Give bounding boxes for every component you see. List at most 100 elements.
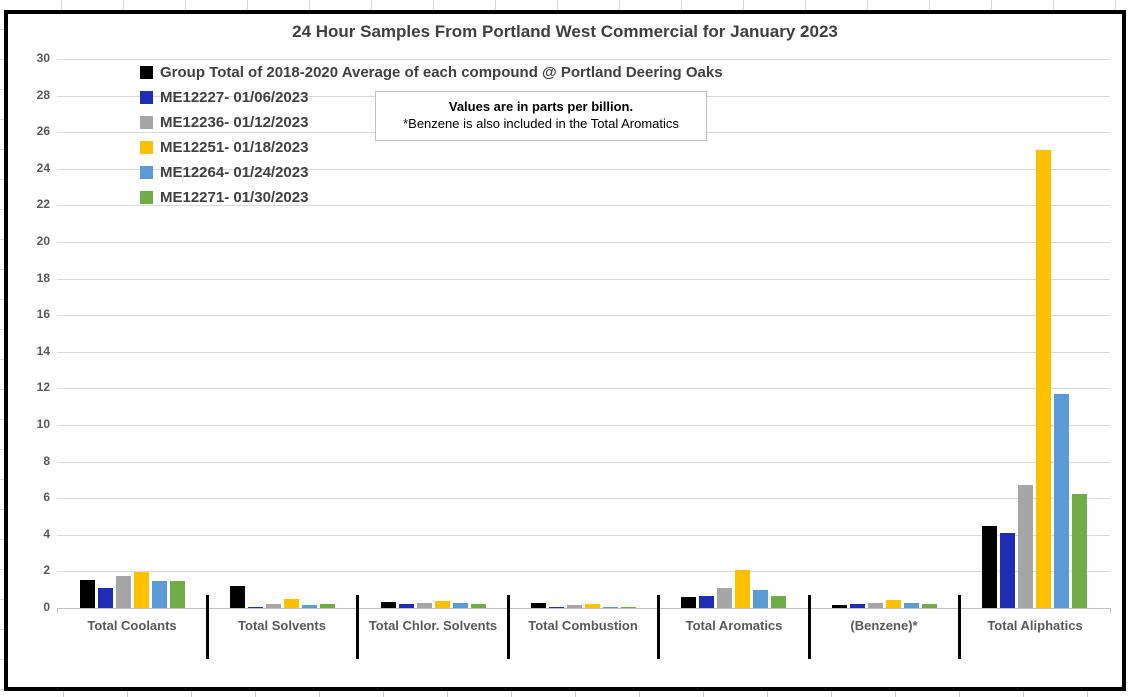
bar [230, 586, 245, 608]
bar [1054, 394, 1069, 608]
bar [717, 588, 732, 608]
gridline [57, 279, 1110, 280]
gridline [57, 462, 1110, 463]
bar [868, 603, 883, 608]
legend-swatch-icon [140, 115, 153, 129]
bar [116, 576, 131, 608]
legend-label: ME12236- 01/12/2023 [160, 113, 309, 131]
bar [453, 603, 468, 608]
y-axis-label: 22 [36, 197, 50, 211]
bar [681, 597, 696, 608]
spreadsheet-gridlines-bottom [0, 691, 1134, 697]
bar [922, 604, 937, 608]
gridline [57, 59, 1110, 60]
legend-item: ME12227- 01/06/2023 [140, 87, 723, 107]
y-axis-label: 20 [36, 234, 50, 248]
category-label: Total Coolants [87, 618, 177, 633]
bar [320, 604, 335, 608]
legend-swatch-icon [140, 90, 153, 104]
bar [699, 596, 714, 608]
legend-label: ME12271- 01/30/2023 [160, 188, 309, 206]
bar [735, 570, 750, 608]
bar [1018, 485, 1033, 608]
legend-label: Group Total of 2018-2020 Average of each… [160, 63, 723, 81]
legend-swatch-icon [140, 65, 153, 79]
gridline [57, 242, 1110, 243]
bar [603, 607, 618, 608]
legend-item: ME12264- 01/24/2023 [140, 162, 723, 182]
bar [621, 607, 636, 608]
bar [134, 572, 149, 608]
legend-item: Group Total of 2018-2020 Average of each… [140, 62, 723, 82]
bar [170, 581, 185, 608]
y-axis-label: 28 [36, 88, 50, 102]
y-axis-label: 10 [36, 417, 50, 431]
bar [1000, 533, 1015, 608]
legend-label: ME12264- 01/24/2023 [160, 163, 309, 181]
category-label: (Benzene)* [850, 618, 918, 633]
chart-legend: Group Total of 2018-2020 Average of each… [140, 62, 723, 207]
bar [399, 604, 414, 608]
y-axis-label: 30 [36, 51, 50, 65]
category-divider [507, 595, 510, 659]
y-axis-label: 26 [36, 124, 50, 138]
bar [549, 607, 564, 608]
bar [80, 580, 95, 608]
bar [248, 607, 263, 608]
category-divider [356, 595, 359, 659]
x-axis-line [57, 608, 1110, 609]
legend-item: ME12251- 01/18/2023 [140, 137, 723, 157]
bar [98, 588, 113, 608]
category-label: Total Chlor. Solvents [368, 618, 498, 633]
spreadsheet-gridlines-left [0, 0, 4, 697]
y-axis-label: 18 [36, 271, 50, 285]
bar [302, 605, 317, 608]
legend-label: ME12251- 01/18/2023 [160, 138, 309, 156]
gridline [57, 498, 1110, 499]
bar [567, 605, 582, 608]
legend-swatch-icon [140, 140, 153, 154]
y-axis-label: 2 [43, 563, 50, 577]
note-line-2: *Benzene is also included in the Total A… [403, 116, 679, 131]
category-divider [657, 595, 660, 659]
y-axis-label: 4 [43, 527, 50, 541]
bar [435, 601, 450, 608]
bar [284, 599, 299, 608]
chart-container: 24 Hour Samples From Portland West Comme… [4, 10, 1126, 691]
note-box: Values are in parts per billion. *Benzen… [375, 91, 707, 141]
legend-label: ME12227- 01/06/2023 [160, 88, 309, 106]
y-axis-label: 6 [43, 490, 50, 504]
gridline [57, 205, 1110, 206]
gridline [57, 535, 1110, 536]
y-axis-label: 8 [43, 454, 50, 468]
bar [381, 602, 396, 608]
bar [585, 604, 600, 608]
bar [1072, 494, 1087, 608]
category-divider [958, 595, 961, 659]
gridline [57, 571, 1110, 572]
y-axis-label: 16 [36, 307, 50, 321]
legend-item: ME12271- 01/30/2023 [140, 187, 723, 207]
chart-title: 24 Hour Samples From Portland West Comme… [292, 22, 838, 41]
y-axis-label: 24 [36, 161, 50, 175]
category-label: Total Combustion [528, 618, 638, 633]
bar [1036, 150, 1051, 608]
gridline [57, 388, 1110, 389]
bar [982, 526, 997, 608]
bar [531, 603, 546, 608]
legend-swatch-icon [140, 190, 153, 204]
bar [771, 596, 786, 608]
gridline [57, 315, 1110, 316]
category-divider [808, 595, 811, 659]
note-line-1: Values are in parts per billion. [448, 99, 634, 114]
category-label: Total Aromatics [685, 618, 783, 633]
bar [886, 600, 901, 608]
bar [850, 604, 865, 608]
bar [753, 590, 768, 608]
y-axis-label: 14 [36, 344, 50, 358]
bar [417, 603, 432, 608]
gridline [57, 425, 1110, 426]
category-divider [206, 595, 209, 659]
axis-tick [57, 608, 58, 613]
